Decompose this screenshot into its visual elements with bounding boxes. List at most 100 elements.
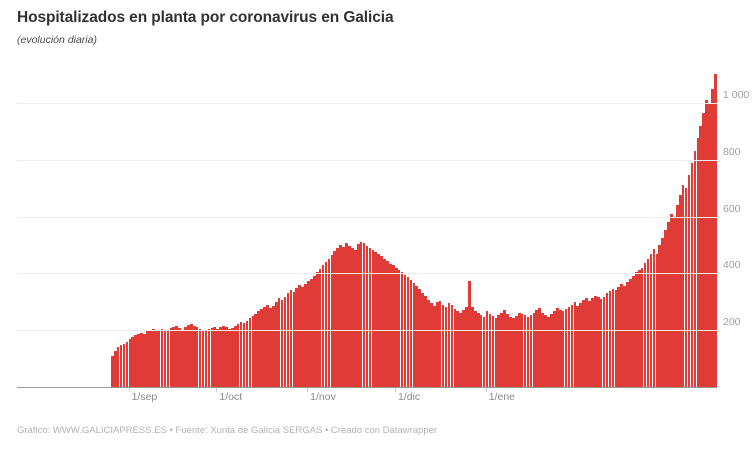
bar[interactable] [283,296,287,387]
bar[interactable] [491,316,495,387]
bar[interactable] [468,280,471,387]
bar[interactable] [629,279,632,387]
bar[interactable] [204,331,208,387]
bar[interactable] [192,326,196,387]
bar[interactable] [175,325,178,387]
bar[interactable] [708,104,711,387]
bar[interactable] [201,330,205,387]
bar[interactable] [611,288,615,387]
bar[interactable] [482,316,486,387]
bar[interactable] [558,309,562,387]
bar[interactable] [459,312,462,387]
bar[interactable] [198,328,202,387]
bar[interactable] [351,247,354,387]
bar[interactable] [359,242,363,387]
bar[interactable] [517,312,521,387]
bar[interactable] [462,309,465,387]
bar[interactable] [371,249,375,387]
bar[interactable] [213,326,217,387]
bar[interactable] [450,305,454,387]
bar[interactable] [178,327,181,387]
bar[interactable] [169,327,173,387]
bar[interactable] [570,304,574,387]
bar[interactable] [254,313,258,387]
bar[interactable] [635,272,638,387]
bar[interactable] [632,275,635,387]
bar[interactable] [678,195,682,387]
bar[interactable] [172,326,176,387]
bar[interactable] [190,323,193,387]
bar[interactable] [336,247,339,387]
bar[interactable] [242,322,246,387]
bar[interactable] [705,100,708,387]
bar[interactable] [313,275,316,387]
bar[interactable] [266,304,269,387]
bar[interactable] [151,328,155,387]
bar[interactable] [658,245,662,387]
bar[interactable] [222,325,225,387]
bar[interactable] [272,305,275,387]
bar[interactable] [225,327,228,387]
bar[interactable] [474,310,477,387]
bar[interactable] [143,334,146,387]
bar[interactable] [219,326,222,387]
bar[interactable] [626,282,629,387]
bar[interactable] [471,306,474,387]
bar[interactable] [444,306,448,387]
bar[interactable] [608,291,612,387]
bar[interactable] [116,347,120,387]
bar[interactable] [640,267,644,387]
bar[interactable] [163,331,167,387]
bar[interactable] [553,310,556,387]
bar[interactable] [228,329,231,387]
bar[interactable] [576,305,580,387]
bar[interactable] [257,311,260,387]
bar[interactable] [187,325,190,387]
bar[interactable] [111,355,114,387]
bar[interactable] [643,263,647,387]
bar[interactable] [327,258,331,387]
bar[interactable] [441,304,445,387]
bar[interactable] [447,302,451,387]
bar[interactable] [134,335,137,387]
bar[interactable] [476,313,480,387]
bar[interactable] [415,285,419,387]
bar[interactable] [397,269,401,387]
bar[interactable] [236,323,240,387]
bar[interactable] [430,302,433,387]
bar[interactable] [263,306,266,387]
bar[interactable] [623,285,626,387]
bar[interactable] [274,301,278,387]
bar[interactable] [529,315,533,387]
bar[interactable] [684,188,688,387]
bar[interactable] [154,330,158,387]
bar[interactable] [292,291,296,387]
bar[interactable] [547,316,550,387]
bar[interactable] [711,89,714,387]
bar[interactable] [304,283,307,387]
bar[interactable] [260,309,263,387]
bar[interactable] [137,334,140,387]
bar[interactable] [596,296,600,387]
bar[interactable] [532,312,536,387]
bar[interactable] [535,310,539,387]
bar[interactable] [617,287,621,387]
bar[interactable] [438,300,442,387]
bar[interactable] [670,213,673,387]
bar[interactable] [339,245,342,387]
bar[interactable] [676,204,679,387]
bar[interactable] [690,162,694,387]
bar[interactable] [588,300,591,387]
bar[interactable] [687,174,691,387]
bar[interactable] [497,315,501,387]
bar[interactable] [579,302,582,387]
bar[interactable] [567,306,571,387]
bar[interactable] [620,284,623,387]
bar[interactable] [210,327,214,387]
bar[interactable] [503,310,506,387]
bar[interactable] [301,287,304,387]
bar[interactable] [140,333,143,387]
bar[interactable] [664,230,667,387]
bar[interactable] [345,243,348,387]
bar[interactable] [564,309,568,387]
